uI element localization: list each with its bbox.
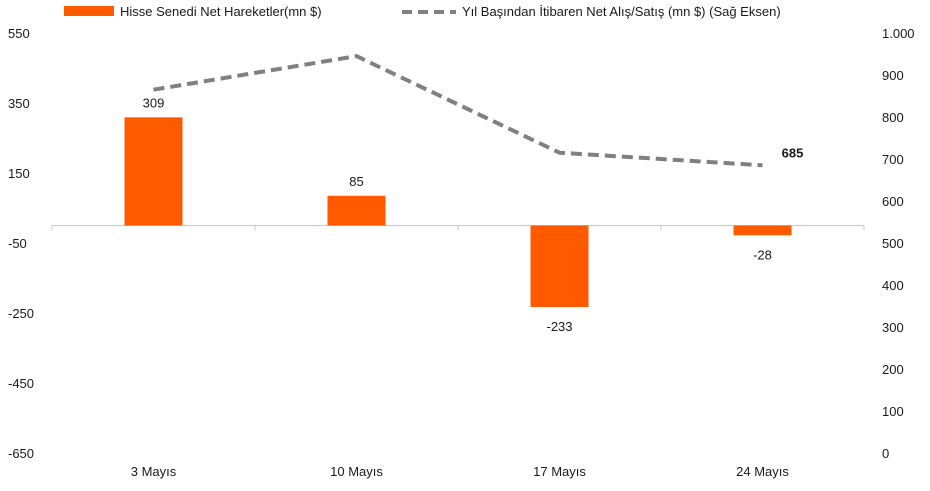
category-label: 3 Mayıs [131,464,177,479]
right-axis-tick-label: 700 [882,152,904,167]
right-axis-tick-label: 600 [882,194,904,209]
bar-data-label: 85 [349,174,363,189]
bar-data-label: 309 [143,95,165,110]
category-label: 10 Mayıs [330,464,383,479]
left-axis-tick-label: 150 [8,166,30,181]
right-axis-tick-label: 300 [882,320,904,335]
legend-label-line: Yıl Başından İtibaren Net Alış/Satış (mn… [462,4,781,19]
bar-data-label: -28 [753,247,772,262]
right-axis-tick-label: 800 [882,110,904,125]
right-axis-tick-label: 400 [882,278,904,293]
left-axis-tick-label: -650 [8,446,34,461]
left-axis-tick-label: 350 [8,96,30,111]
legend-swatch-bar [64,6,114,16]
category-label: 17 Mayıs [533,464,586,479]
right-axis-tick-label: 500 [882,236,904,251]
axes: 550 350 150 -50 -250 -450 -650 1.000 900 800 700 60… [8,26,915,479]
line-series [153,54,763,168]
left-axis-tick-label: 550 [8,26,30,41]
right-axis-tick-label: 200 [882,362,904,377]
bar [124,117,183,226]
bar [327,195,386,226]
left-axis-tick-label: -50 [8,236,27,251]
legend-label-bar: Hisse Senedi Net Hareketler(mn $) [120,4,322,19]
legend: Hisse Senedi Net Hareketler(mn $) Yıl Baş… [64,4,781,19]
category-label: 24 Mayıs [736,464,789,479]
bar [530,225,589,308]
bar [733,225,792,236]
data-labels: 309 85 -233 -28 685 [143,95,804,334]
right-axis-tick-label: 1.000 [882,26,915,41]
line-data-label: 685 [782,145,804,160]
left-axis-tick-label: -250 [8,306,34,321]
line-path [153,54,763,168]
right-axis-tick-label: 0 [882,446,889,461]
left-axis-tick-label: -450 [8,376,34,391]
bar-data-label: -233 [546,319,572,334]
right-axis-tick-label: 100 [882,404,904,419]
bar-series [124,117,792,308]
right-axis-tick-label: 900 [882,68,904,83]
